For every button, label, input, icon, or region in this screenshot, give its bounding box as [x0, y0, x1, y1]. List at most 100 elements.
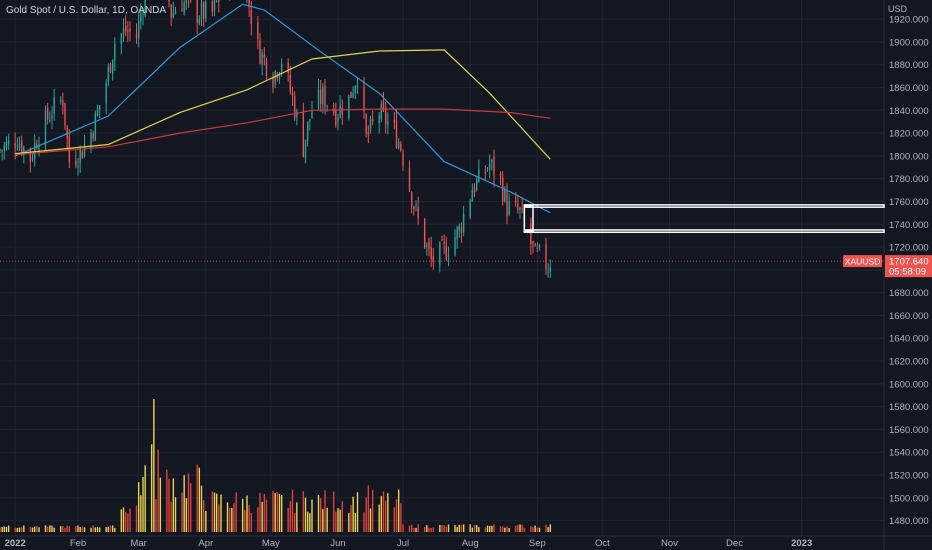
- candle-body: [293, 96, 296, 119]
- volume-bar: [352, 496, 354, 532]
- volume-bar: [339, 509, 341, 532]
- y-tick-label: 1840.000: [889, 106, 929, 117]
- candle-body: [423, 218, 426, 248]
- volume-bar: [44, 525, 47, 532]
- volume-bar: [423, 527, 426, 532]
- candle-body: [287, 62, 289, 74]
- volume-bar: [94, 527, 97, 532]
- volume-bar: [387, 493, 389, 532]
- candle-body: [547, 271, 549, 273]
- moving-average-line: [15, 108, 551, 156]
- volume-bar: [120, 509, 123, 532]
- candle-body: [218, 0, 220, 2]
- volume-bar: [181, 492, 183, 532]
- candle-body: [354, 86, 357, 94]
- candle-body: [501, 177, 504, 202]
- volume-bar: [289, 501, 292, 532]
- volume-bar: [124, 512, 127, 532]
- volume-bar: [79, 527, 81, 532]
- volume-bar: [170, 501, 172, 532]
- volume-bar: [168, 478, 170, 532]
- candle-body: [181, 9, 183, 12]
- volume-bar: [233, 503, 235, 532]
- volume-bar: [363, 512, 365, 532]
- volume-bar: [23, 525, 25, 532]
- candle-body: [94, 112, 97, 141]
- candle-body: [64, 102, 66, 126]
- ticker-tag: [843, 255, 882, 268]
- volume-bar: [439, 524, 441, 532]
- candle-body: [545, 244, 547, 270]
- x-tick-label: Nov: [661, 538, 678, 549]
- volume-bar: [369, 508, 372, 532]
- candle-body: [62, 100, 64, 107]
- x-tick-label: Feb: [70, 538, 86, 549]
- volume-bar: [51, 525, 53, 532]
- volume-bar: [356, 492, 359, 532]
- candle-body: [397, 142, 400, 148]
- volume-bar: [59, 526, 62, 532]
- volume-bar: [244, 510, 246, 532]
- zone-box[interactable]: [523, 205, 534, 232]
- candle-body: [75, 160, 77, 166]
- volume-bar: [445, 526, 448, 532]
- volume-bar: [228, 507, 231, 532]
- candle-body: [107, 66, 110, 83]
- volume-bar: [410, 524, 413, 532]
- candle-body: [142, 13, 144, 15]
- volume-bar: [475, 525, 478, 532]
- candle-body: [172, 12, 175, 18]
- volume-bar: [218, 504, 220, 532]
- candle-body: [105, 83, 107, 104]
- candle-body: [508, 201, 510, 215]
- candle-body: [493, 156, 495, 177]
- volume-bar: [393, 507, 396, 532]
- candle-body: [7, 140, 10, 145]
- volume-bar: [337, 508, 339, 532]
- x-tick-label: Apr: [198, 538, 213, 549]
- volume-bar: [504, 527, 506, 532]
- volume-bar: [33, 526, 36, 532]
- volume-bar: [519, 524, 521, 532]
- candle-body: [443, 242, 445, 244]
- candle-body: [478, 169, 480, 183]
- symbol-title[interactable]: Gold Spot / U.S. Dollar, 1D, OANDA: [6, 5, 167, 16]
- volume-bar: [532, 527, 534, 532]
- candle-body: [185, 0, 188, 3]
- volume-bar: [380, 496, 383, 532]
- candle-body: [517, 204, 519, 211]
- candle-body: [20, 140, 23, 154]
- candle-body: [81, 151, 84, 159]
- candle-body: [137, 20, 140, 39]
- volume-bar: [129, 508, 131, 532]
- candle-body: [18, 144, 21, 148]
- candle-body: [96, 109, 99, 116]
- volume-bar: [250, 512, 253, 532]
- candle-body: [49, 119, 51, 122]
- volume-bar: [64, 527, 66, 532]
- x-tick-label: Jul: [397, 538, 409, 549]
- volume-bar: [458, 524, 461, 532]
- volume-bar: [517, 524, 519, 532]
- volume-bar: [291, 489, 294, 532]
- volume-bar: [402, 524, 404, 532]
- candle-body: [144, 0, 146, 16]
- candle-body: [538, 244, 541, 248]
- volume-bar: [322, 508, 324, 532]
- volume-bar: [326, 507, 328, 532]
- volume-bar: [447, 524, 450, 532]
- candle-body: [1, 150, 3, 152]
- candle-body: [122, 28, 125, 35]
- y-tick-label: 1680.000: [889, 288, 929, 299]
- volume-bar: [150, 444, 153, 532]
- y-tick-label: 1520.000: [889, 471, 929, 482]
- volume-bar: [36, 526, 38, 532]
- volume-bar: [7, 525, 10, 532]
- candle-body: [350, 91, 352, 98]
- candle-body: [400, 143, 402, 151]
- volume-bar: [460, 525, 463, 532]
- volume-bar: [46, 526, 49, 532]
